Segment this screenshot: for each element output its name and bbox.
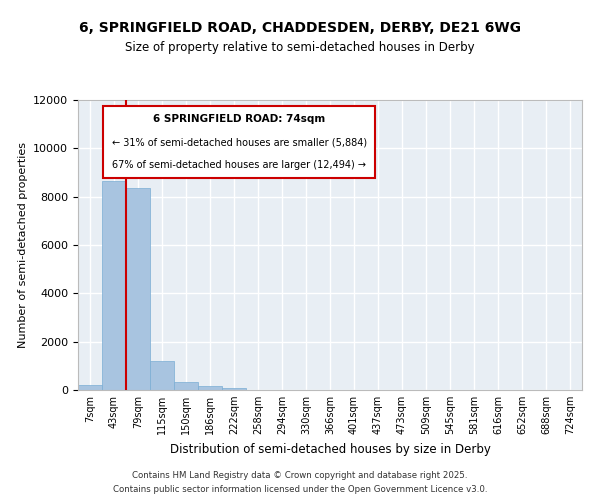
FancyBboxPatch shape xyxy=(103,106,376,178)
X-axis label: Distribution of semi-detached houses by size in Derby: Distribution of semi-detached houses by … xyxy=(170,442,490,456)
Bar xyxy=(198,386,222,390)
Bar xyxy=(174,382,198,390)
Text: Contains public sector information licensed under the Open Government Licence v3: Contains public sector information licen… xyxy=(113,484,487,494)
Bar xyxy=(78,385,102,390)
Bar xyxy=(126,188,150,390)
Bar xyxy=(222,388,246,390)
Text: Size of property relative to semi-detached houses in Derby: Size of property relative to semi-detach… xyxy=(125,41,475,54)
Text: 67% of semi-detached houses are larger (12,494) →: 67% of semi-detached houses are larger (… xyxy=(112,160,366,170)
Bar xyxy=(102,181,126,390)
Text: 6 SPRINGFIELD ROAD: 74sqm: 6 SPRINGFIELD ROAD: 74sqm xyxy=(153,114,325,124)
Bar xyxy=(150,361,174,390)
Text: Contains HM Land Registry data © Crown copyright and database right 2025.: Contains HM Land Registry data © Crown c… xyxy=(132,472,468,480)
Text: ← 31% of semi-detached houses are smaller (5,884): ← 31% of semi-detached houses are smalle… xyxy=(112,137,367,147)
Y-axis label: Number of semi-detached properties: Number of semi-detached properties xyxy=(17,142,28,348)
Text: 6, SPRINGFIELD ROAD, CHADDESDEN, DERBY, DE21 6WG: 6, SPRINGFIELD ROAD, CHADDESDEN, DERBY, … xyxy=(79,20,521,34)
